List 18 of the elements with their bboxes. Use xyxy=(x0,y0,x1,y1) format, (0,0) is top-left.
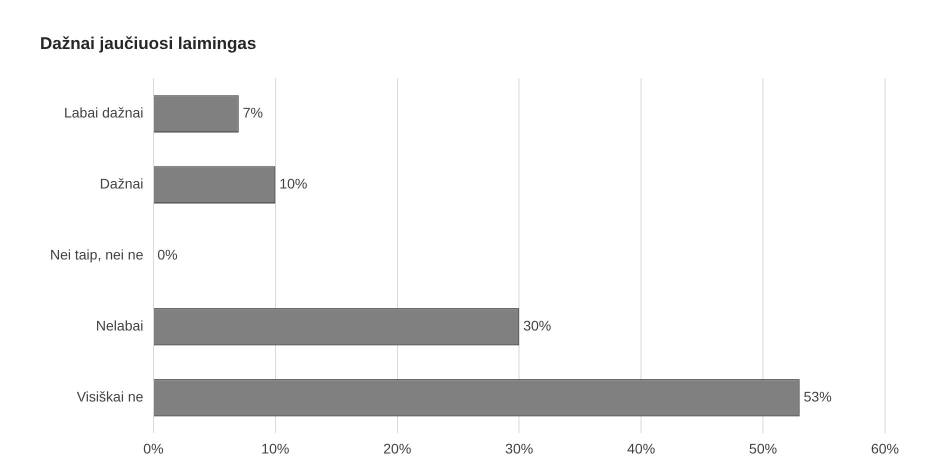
y-tick-label: Dažnai xyxy=(100,176,144,192)
x-tick-label: 10% xyxy=(261,440,290,456)
x-tick-label: 60% xyxy=(870,440,900,456)
data-label: 0% xyxy=(157,246,178,263)
x-tick-label: 30% xyxy=(505,440,534,456)
data-label: 7% xyxy=(242,104,263,121)
x-tick-label: 50% xyxy=(749,440,778,456)
y-tick-label: Labai dažnai xyxy=(64,104,144,121)
data-label: 30% xyxy=(523,318,552,334)
chart-title: Dažnai jaučiuosi laimingas xyxy=(40,34,256,53)
x-tick-label: 20% xyxy=(383,440,412,456)
y-tick-label: Nelabai xyxy=(96,318,144,334)
y-tick-label: Visiškai ne xyxy=(76,388,144,405)
x-tick-label: 40% xyxy=(627,440,656,456)
x-tick-label: 0% xyxy=(143,440,164,456)
y-tick-label: Nei taip, nei ne xyxy=(50,246,144,263)
data-label: 10% xyxy=(279,176,308,192)
data-label: 53% xyxy=(804,388,832,405)
